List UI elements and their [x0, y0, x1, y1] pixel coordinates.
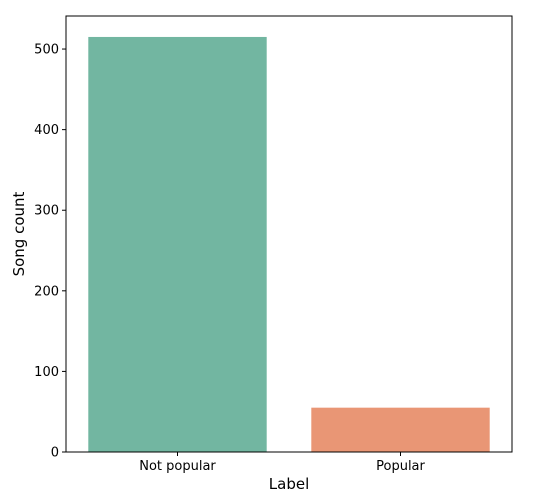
x-axis-label: Label — [269, 475, 309, 493]
plot-frame — [65, 15, 513, 453]
y-axis: 0 100 200 300 400 500 — [34, 43, 66, 461]
y-tick-label: 0 — [51, 446, 59, 461]
y-tick-label: 200 — [34, 284, 59, 299]
y-tick-label: 100 — [34, 365, 59, 380]
bar-not-popular — [88, 36, 267, 452]
y-tick-label: 300 — [34, 204, 59, 219]
y-axis-label: Song count — [10, 191, 28, 276]
x-tick-label: Popular — [376, 459, 425, 474]
bars-group — [88, 36, 490, 452]
y-tick-label: 500 — [34, 43, 59, 58]
x-axis: Not popular Popular — [139, 452, 426, 474]
bar-popular — [311, 407, 490, 452]
x-tick-label: Not popular — [139, 459, 216, 474]
y-tick-label: 400 — [34, 123, 59, 138]
